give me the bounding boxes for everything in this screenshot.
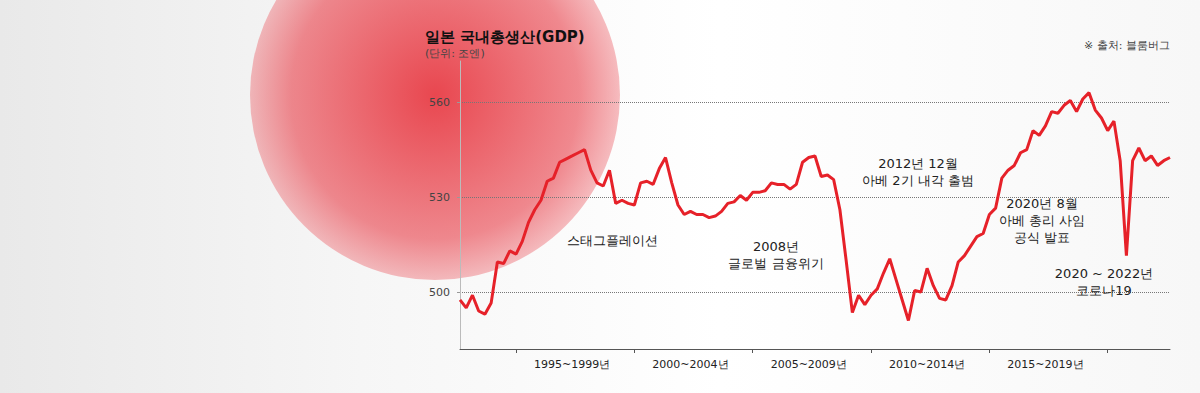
- svg-text:2008년: 2008년: [753, 239, 799, 254]
- svg-text:2020 ~ 2022년: 2020 ~ 2022년: [1055, 266, 1153, 281]
- svg-text:글로벌 금융위기: 글로벌 금융위기: [728, 256, 823, 271]
- svg-text:일본 국내총생산(GDP): 일본 국내총생산(GDP): [425, 28, 585, 46]
- svg-text:(단위: 조엔): (단위: 조엔): [425, 47, 485, 60]
- svg-text:500: 500: [429, 286, 450, 299]
- svg-text:코로나19: 코로나19: [1076, 283, 1132, 298]
- svg-text:1995~1999년: 1995~1999년: [534, 358, 610, 371]
- svg-text:560: 560: [429, 96, 450, 109]
- svg-text:아베 2기 내각 출범: 아베 2기 내각 출범: [862, 173, 974, 188]
- svg-text:530: 530: [429, 191, 450, 204]
- svg-text:2000~2004년: 2000~2004년: [652, 358, 728, 371]
- svg-text:2010~2014년: 2010~2014년: [889, 358, 965, 371]
- svg-text:※ 출처: 블룸버그: ※ 출처: 블룸버그: [1084, 39, 1170, 52]
- svg-text:스태그플레이션: 스태그플레이션: [567, 233, 658, 248]
- svg-text:2015~2019년: 2015~2019년: [1007, 358, 1083, 371]
- svg-text:2020년 8월: 2020년 8월: [1006, 196, 1078, 211]
- svg-text:2012년 12월: 2012년 12월: [878, 156, 958, 171]
- svg-text:2005~2009년: 2005~2009년: [771, 358, 847, 371]
- svg-text:아베 총리 사임: 아베 총리 사임: [999, 213, 1085, 228]
- svg-text:공식 발표: 공식 발표: [1014, 230, 1070, 245]
